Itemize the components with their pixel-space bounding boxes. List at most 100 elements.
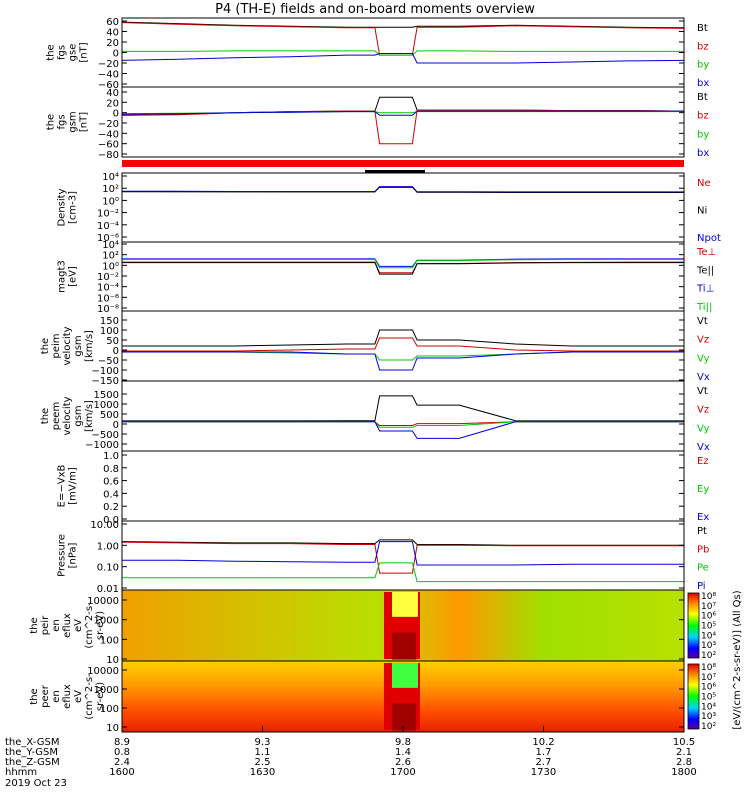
legend-Ex: Ex <box>697 512 709 523</box>
ylabel-line: (cm^2-s- <box>84 602 95 649</box>
colorbar-tick-label: 10³ <box>701 712 716 722</box>
ylabel-line: sr-eV) <box>95 611 106 640</box>
xtick-label: 1630 <box>250 767 275 778</box>
ylabel-line: E=−VxB <box>57 465 68 508</box>
ytick-label: 10 <box>106 655 119 666</box>
ytick-label: −60 <box>98 80 119 91</box>
ylabel-line: peim <box>51 333 62 358</box>
series-peem-Vt <box>122 395 684 422</box>
ylabel-line: [eV] <box>68 266 79 287</box>
xtick-label: 2.1 <box>676 747 692 758</box>
xtick-label: 1.7 <box>536 747 552 758</box>
ytick-label: 0.4 <box>103 489 119 500</box>
ytick-label: 1.0 <box>103 451 119 462</box>
legend-Pe: Pe <box>697 563 709 574</box>
series-peim-Vt <box>122 329 684 347</box>
panel-frame-fgs-gsm <box>121 86 685 158</box>
colorbar-tick-label: 10³ <box>701 641 716 651</box>
xtick-label: 2.5 <box>255 757 271 768</box>
series-pressure-Pt <box>121 539 684 546</box>
ylabel-line: Pressure <box>57 534 68 577</box>
xaxis-row-label: the_Y-GSM <box>5 747 58 758</box>
colorbar-peer <box>687 663 700 730</box>
flag-bar <box>122 160 684 167</box>
ytick-label: −50 <box>98 356 119 367</box>
heatmap-burst-top <box>392 592 418 617</box>
legend-Vz: Vz <box>697 335 709 346</box>
legend-Te||: Te|| <box>696 265 714 276</box>
ytick-label: 0.0 <box>103 515 119 526</box>
colorbar-tick-label: 10⁴ <box>701 702 716 712</box>
legend-bx: bx <box>697 78 709 89</box>
series-fgs-gse-by <box>122 50 684 56</box>
series-peim-Vx <box>122 351 684 371</box>
xtick-label: 1600 <box>109 767 134 778</box>
xtick-label: 10.5 <box>673 737 695 748</box>
ylabel-line: the <box>40 408 51 424</box>
ytick-label: 10⁻⁶ <box>97 293 119 304</box>
legend-Vt: Vt <box>697 386 708 397</box>
ytick-label: 10⁻² <box>97 209 119 220</box>
xaxis-row-label: hhmm <box>5 767 37 778</box>
xtick-label: 2.4 <box>114 757 130 768</box>
series-peem-Vy <box>122 421 684 428</box>
flag-bar-mark <box>365 170 425 173</box>
ylabel-line: the <box>29 617 40 633</box>
ylabel-line: [cm-3] <box>68 191 79 224</box>
ytick-label: −40 <box>98 129 119 140</box>
colorbar-peir <box>687 592 700 659</box>
ylabel-line: eflux <box>62 684 73 709</box>
ylabel-line: gse <box>68 44 79 62</box>
ytick-label: 50 <box>106 336 119 347</box>
ylabel-line: eV <box>73 690 84 703</box>
legend-Ez: Ez <box>697 456 709 467</box>
ylabel-line: magt3 <box>57 260 68 293</box>
ytick-label: 10⁻⁴ <box>97 283 119 294</box>
xtick-label: 1700 <box>390 767 415 778</box>
legend-by: by <box>697 129 709 140</box>
legend-Vz: Vz <box>697 405 709 416</box>
xtick-label: 2.6 <box>395 757 411 768</box>
ytick-label: −60 <box>98 140 119 151</box>
colorbar-tick-label: 10⁶ <box>701 612 716 622</box>
ylabel-line: [nT] <box>79 112 90 132</box>
xaxis-row-label: the_X-GSM <box>5 737 59 748</box>
ylabel-line: [nPa] <box>68 542 79 568</box>
xtick-label: 10.2 <box>532 737 554 748</box>
ytick-label: 10⁰ <box>102 261 119 272</box>
ylabel-line: peer <box>40 684 51 708</box>
legend-Bt: Bt <box>697 92 708 103</box>
panel-frame-peem <box>121 380 685 452</box>
ytick-label: 1500 <box>94 390 119 401</box>
legend-Pt: Pt <box>697 526 707 537</box>
series-peem-Vx <box>122 421 684 439</box>
ytick-label: 10 <box>106 723 119 734</box>
xtick-label: 8.9 <box>114 737 130 748</box>
colorbar-tick-label: 10⁵ <box>701 693 716 703</box>
series-fgs-gse-bx <box>121 53 685 64</box>
legend-Ti⊥: Ti⊥ <box>696 284 714 295</box>
ytick-label: −20 <box>98 119 119 130</box>
panel-frame-fgs-gse <box>121 17 685 88</box>
ytick-label: 1000 <box>94 400 119 411</box>
legend-by: by <box>697 60 709 71</box>
ytick-label: 0.6 <box>103 477 119 488</box>
legend-bz: bz <box>697 41 709 52</box>
legend-Ti||: Ti|| <box>696 302 712 313</box>
legend-Vy: Vy <box>697 423 710 434</box>
ytick-label: 0 <box>113 346 119 357</box>
colorbar-tick-label: 10⁷ <box>701 673 716 683</box>
ytick-label: 100 <box>100 635 119 646</box>
colorbar-label: [eV/(cm^2-s-sr-eV)] (All Qs) <box>732 590 743 729</box>
ylabel-line: [mV/m] <box>68 467 79 505</box>
colorbar-tick-label: 10⁸ <box>701 592 716 602</box>
ylabel-line: sr-eV) <box>95 682 106 711</box>
legend-Vx: Vx <box>697 372 710 383</box>
ytick-label: −500 <box>92 430 119 441</box>
ylabel-line: velocity <box>62 326 73 365</box>
ylabel-line: [km/s] <box>84 330 95 362</box>
heatmap-burst-core <box>392 703 416 731</box>
ylabel-line: gsm <box>73 405 84 426</box>
ylabel-line: the <box>29 688 40 704</box>
